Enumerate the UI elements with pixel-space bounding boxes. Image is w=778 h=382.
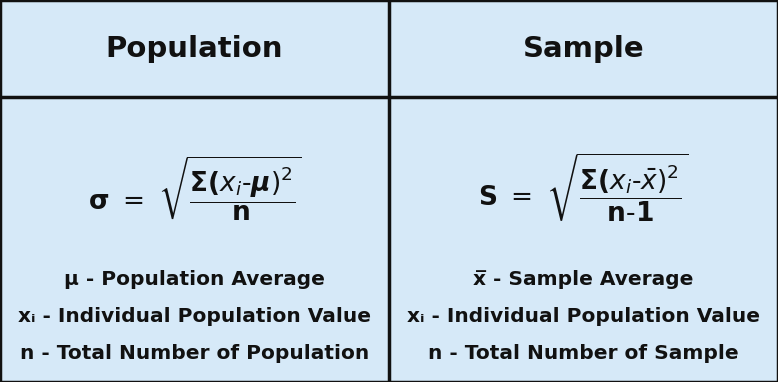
Text: n - Total Number of Population: n - Total Number of Population [20, 344, 369, 363]
Text: Population: Population [106, 35, 283, 63]
Text: Sample: Sample [523, 35, 644, 63]
Text: μ - Population Average: μ - Population Average [64, 270, 325, 289]
Text: $\mathbf{\sigma}\ =\ \sqrt{\dfrac{\boldsymbol{\Sigma(x_i\text{-}\mu)^2}}{\mathbf: $\mathbf{\sigma}\ =\ \sqrt{\dfrac{\bolds… [88, 154, 301, 223]
Text: n - Total Number of Sample: n - Total Number of Sample [428, 344, 739, 363]
Text: xᵢ - Individual Population Value: xᵢ - Individual Population Value [18, 307, 371, 326]
Text: $\mathbf{S}\ =\ \sqrt{\dfrac{\boldsymbol{\Sigma(x_i\text{-}\bar{x})^2}}{\mathbf{: $\mathbf{S}\ =\ \sqrt{\dfrac{\boldsymbol… [478, 152, 689, 225]
Text: x̅ - Sample Average: x̅ - Sample Average [473, 270, 694, 289]
Text: xᵢ - Individual Population Value: xᵢ - Individual Population Value [407, 307, 760, 326]
